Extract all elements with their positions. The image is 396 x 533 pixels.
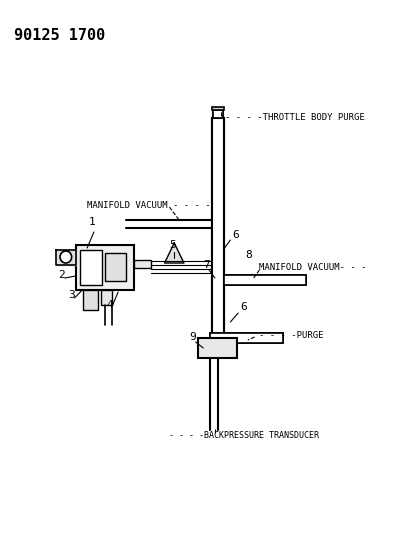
Bar	[210, 333, 283, 343]
Text: - - - -PURGE: - - - -PURGE	[259, 330, 324, 340]
Bar	[80, 250, 102, 285]
Text: 7: 7	[203, 260, 210, 270]
Text: 4: 4	[107, 300, 113, 310]
Text: 8: 8	[245, 250, 252, 260]
Bar	[212, 118, 224, 350]
Text: 5: 5	[169, 240, 176, 250]
Bar	[212, 118, 224, 350]
Bar	[213, 110, 223, 118]
Circle shape	[60, 251, 72, 263]
Bar	[210, 333, 283, 343]
Text: 3: 3	[68, 290, 74, 300]
Bar	[133, 260, 151, 268]
Bar	[224, 275, 306, 285]
Text: 2: 2	[58, 270, 65, 280]
Text: MANIFOLD VACUUM- - -: MANIFOLD VACUUM- - -	[259, 263, 367, 272]
Polygon shape	[56, 250, 76, 265]
Bar	[212, 107, 224, 110]
Text: 9: 9	[190, 332, 196, 342]
Text: 6: 6	[232, 230, 239, 240]
Bar	[76, 245, 133, 290]
Text: 1: 1	[89, 217, 96, 227]
Bar	[101, 290, 112, 305]
Bar	[198, 338, 237, 358]
Text: 6: 6	[240, 302, 247, 312]
Bar	[213, 110, 223, 118]
Bar	[83, 290, 98, 310]
Polygon shape	[165, 243, 184, 263]
Text: - - - -BACKPRESSURE TRANSDUCER: - - - -BACKPRESSURE TRANSDUCER	[169, 431, 320, 440]
Bar	[105, 253, 126, 281]
Text: MANIFOLD VACUUM - - - -: MANIFOLD VACUUM - - - -	[87, 200, 211, 209]
Text: - - - -THROTTLE BODY PURGE: - - - -THROTTLE BODY PURGE	[225, 114, 364, 123]
Bar	[224, 275, 306, 285]
Text: 90125 1700: 90125 1700	[13, 28, 105, 43]
